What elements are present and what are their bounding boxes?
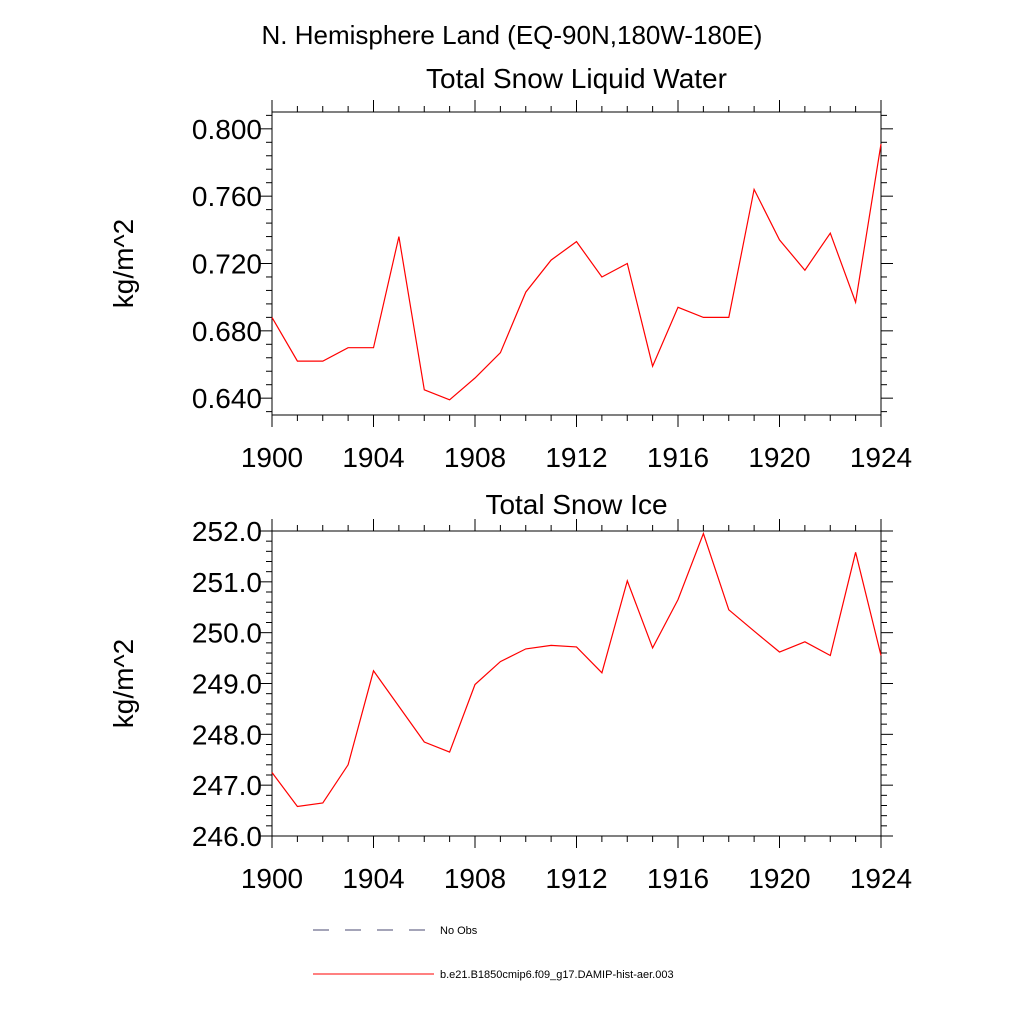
legend-item-2: b.e21.B1850cmip6.f09_g17.DAMIP-hist-aer.…: [313, 969, 674, 981]
chart-legend: No Obs b.e21.B1850cmip6.f09_g17.DAMIP-his…: [313, 925, 674, 981]
x-tick-label: 1920: [748, 442, 810, 473]
x-tick-label: 1912: [545, 442, 607, 473]
legend-label: No Obs: [440, 925, 478, 937]
y-tick-label: 251.0: [192, 567, 262, 598]
y-axis-label: kg/m^2: [108, 219, 139, 308]
y-tick-label: 252.0: [192, 516, 262, 547]
y-tick-label: 0.760: [192, 181, 262, 212]
x-tick-label: 1916: [647, 442, 709, 473]
plot-frame: [271, 111, 882, 416]
x-tick-label: 1924: [850, 442, 912, 473]
legend-label: b.e21.B1850cmip6.f09_g17.DAMIP-hist-aer.…: [440, 969, 674, 981]
chart-panel-1: Total Snow Liquid Water kg/m^2 1900 1904 190…: [108, 63, 912, 473]
series-line-1: [271, 143, 882, 401]
plot-frame: [271, 530, 882, 837]
x-tick-label: 1908: [444, 442, 506, 473]
y-tick-label: 248.0: [192, 719, 262, 750]
y-tick-label: 249.0: [192, 669, 262, 700]
y-axis-label: kg/m^2: [108, 639, 139, 728]
panel-title: Total Snow Ice: [485, 489, 667, 520]
y-tick-label: 0.800: [192, 114, 262, 145]
x-tick-label: 1900: [241, 442, 303, 473]
x-tick-label: 1904: [342, 442, 404, 473]
x-tick-label: 1920: [748, 863, 810, 894]
y-tick-label: 247.0: [192, 770, 262, 801]
x-tick-label: 1904: [342, 863, 404, 894]
y-tick-label: 0.720: [192, 249, 262, 280]
y-tick-label: 250.0: [192, 618, 262, 649]
y-tick-label: 0.640: [192, 383, 262, 414]
y-tick-label: 0.680: [192, 316, 262, 347]
x-tick-label: 1912: [545, 863, 607, 894]
x-tick-label: 1900: [241, 863, 303, 894]
chart-panel-2: Total Snow Ice kg/m^2 1900 1904 1908 1912 1916…: [108, 489, 912, 894]
legend-item-1: No Obs: [313, 925, 478, 937]
chart-panels: Total Snow Liquid Water kg/m^2 1900 1904 190…: [108, 63, 912, 894]
chart-main-title: N. Hemisphere Land (EQ-90N,180W-180E): [262, 20, 763, 50]
x-tick-label: 1908: [444, 863, 506, 894]
y-tick-label: 246.0: [192, 821, 262, 852]
panel-title: Total Snow Liquid Water: [426, 63, 727, 94]
series-line-1: [271, 531, 882, 808]
x-tick-label: 1924: [850, 863, 912, 894]
x-tick-label: 1916: [647, 863, 709, 894]
